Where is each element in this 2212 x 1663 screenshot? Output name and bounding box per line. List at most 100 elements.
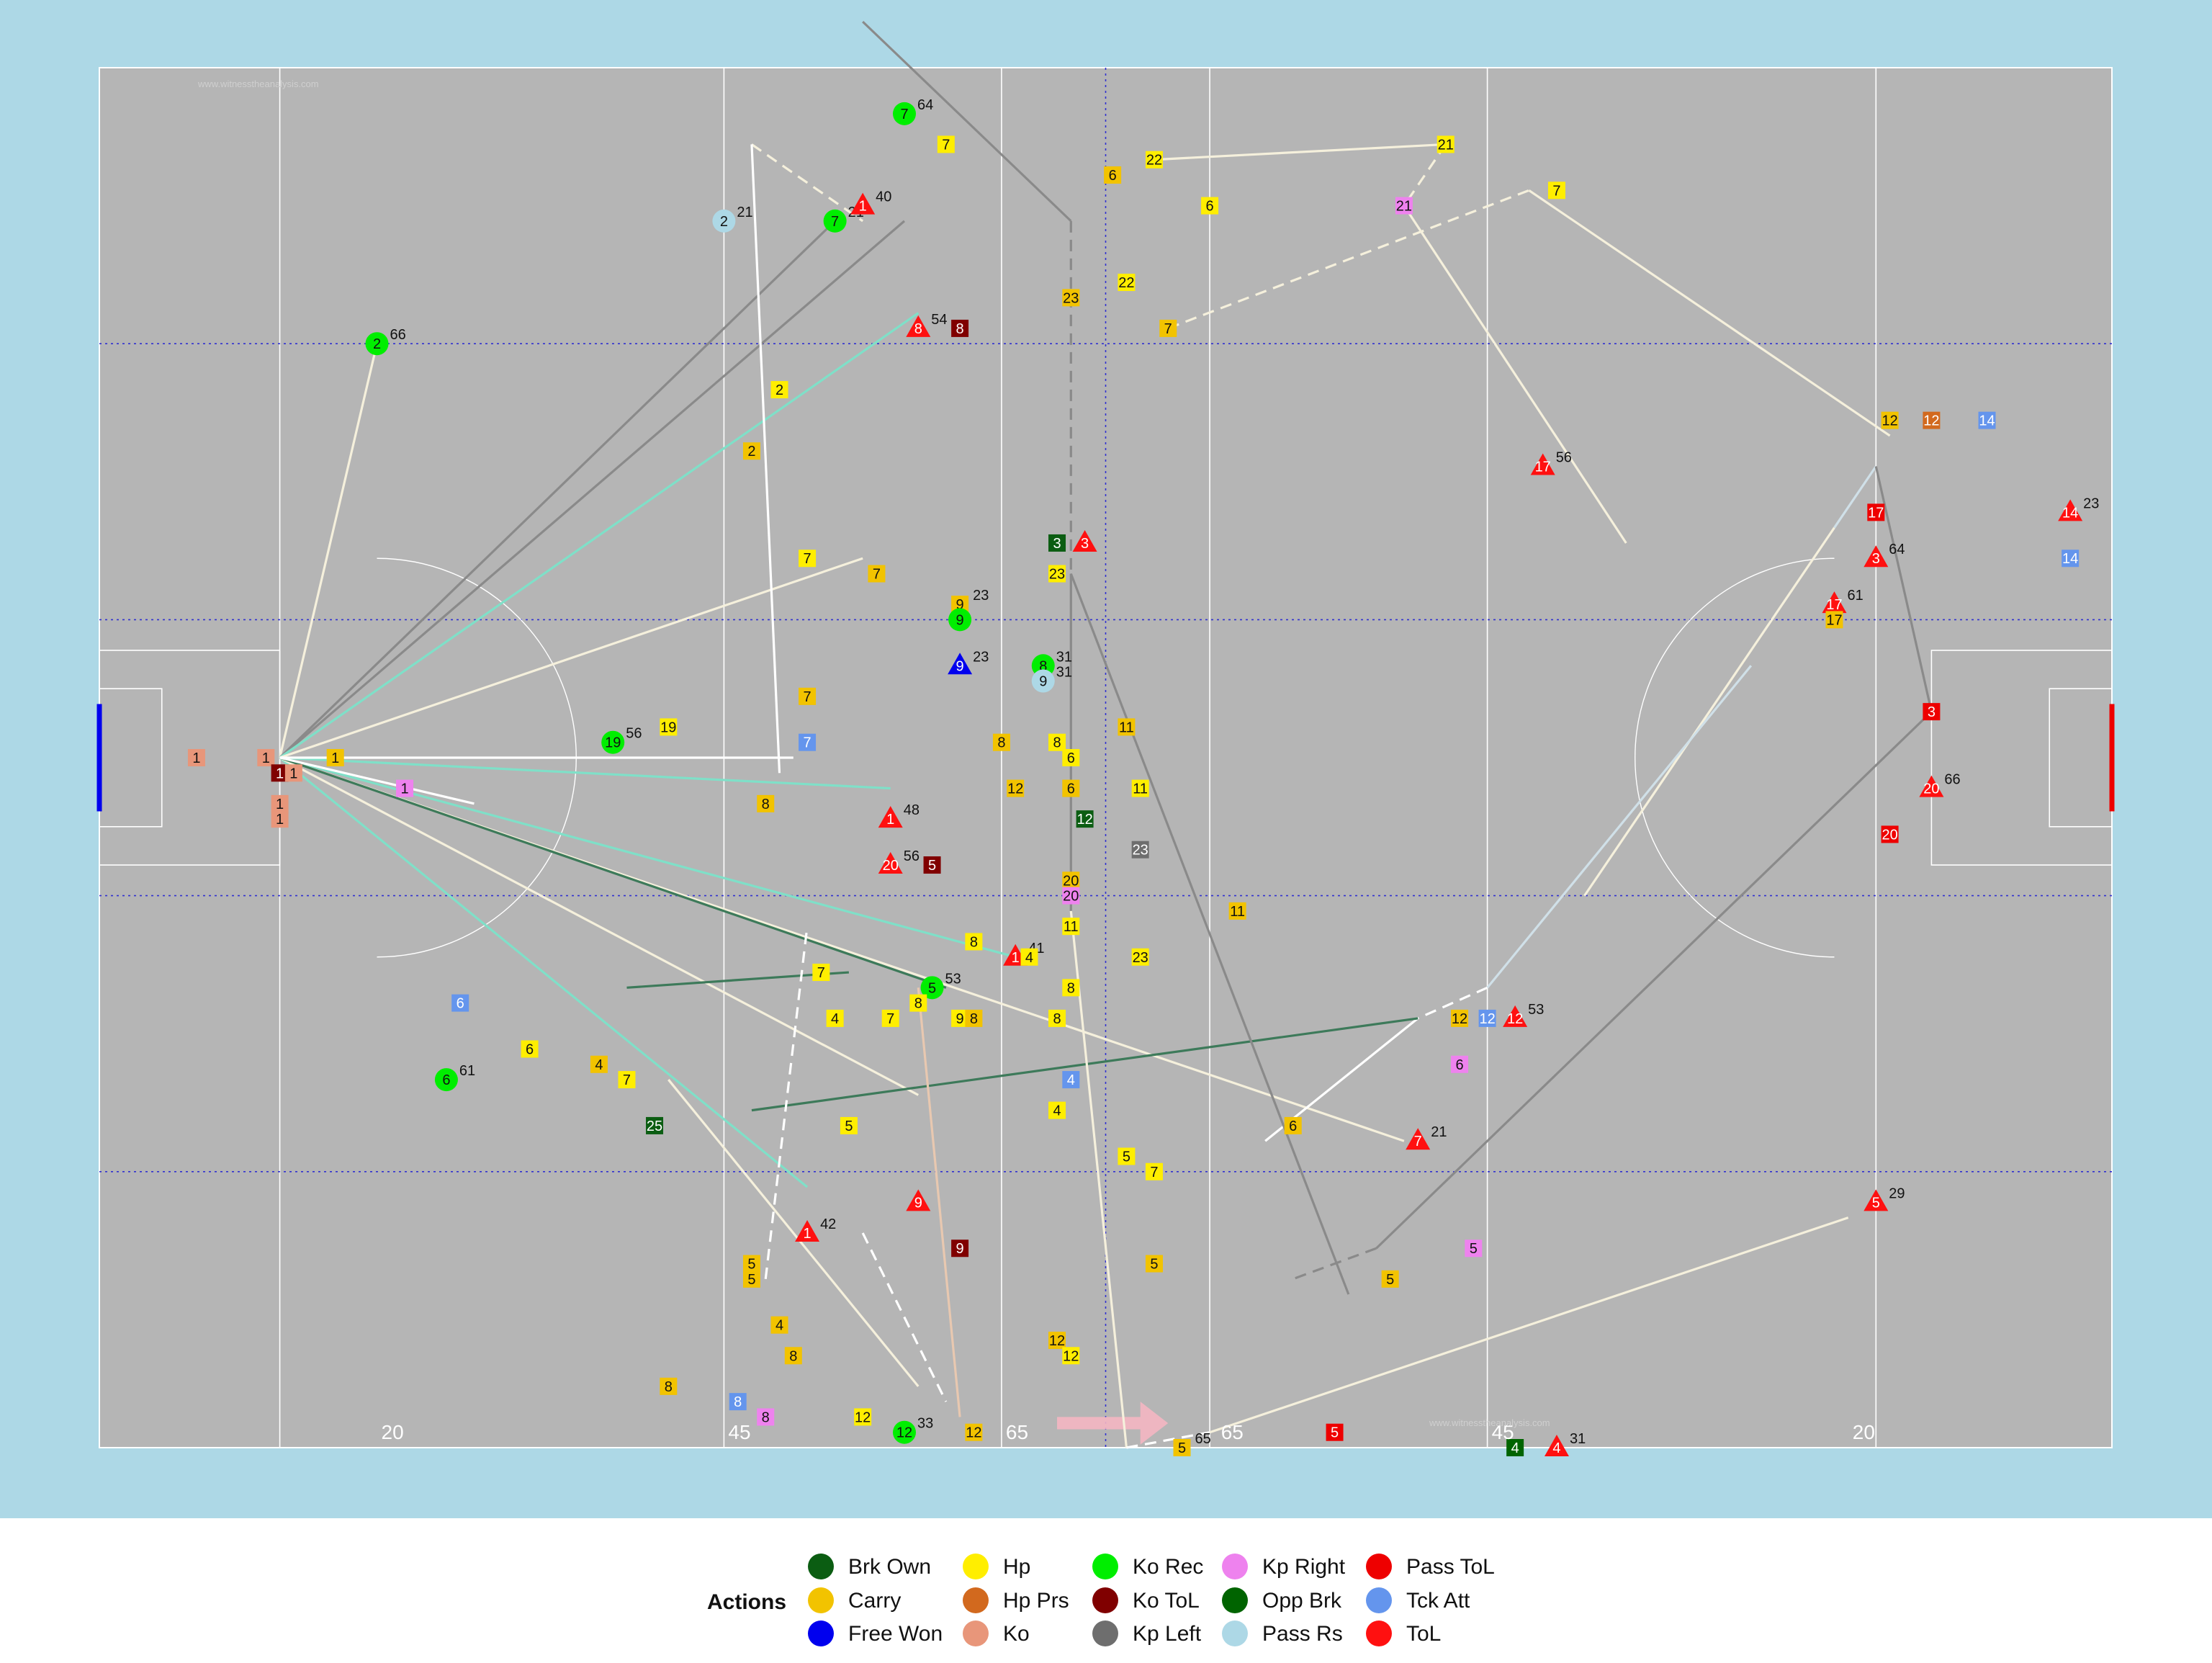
point-marker-square bbox=[451, 994, 469, 1012]
action-point: 2 bbox=[770, 381, 788, 399]
action-link bbox=[1154, 143, 1446, 161]
action-link bbox=[1583, 526, 1835, 897]
point-label: 4 bbox=[595, 1057, 603, 1073]
point-label: 8 bbox=[970, 934, 978, 950]
action-point: 1 bbox=[326, 749, 344, 766]
action-point: 5 bbox=[923, 856, 941, 874]
action-point: 17 bbox=[1867, 503, 1885, 521]
point-label: 6 bbox=[1067, 781, 1075, 797]
action-link bbox=[279, 312, 920, 759]
point-marker-square bbox=[770, 381, 788, 399]
point-label: 2 bbox=[747, 444, 755, 460]
action-point: 12 bbox=[1048, 1331, 1066, 1349]
point-marker-square bbox=[1007, 779, 1025, 797]
action-point: 6 61 bbox=[434, 1063, 475, 1092]
right-arc bbox=[1635, 557, 1835, 958]
point-marker-square bbox=[757, 1408, 775, 1426]
action-point: 8 bbox=[757, 1408, 775, 1426]
watermark-bottom: www.witnesstheanalysis.com bbox=[1429, 1417, 1550, 1428]
action-point: 8 bbox=[1062, 979, 1080, 997]
action-point: 6 bbox=[451, 994, 469, 1012]
action-point: 1 48 bbox=[878, 802, 920, 828]
action-link bbox=[279, 343, 379, 758]
action-point: 1 bbox=[271, 794, 289, 812]
action-point: 5 53 bbox=[920, 971, 961, 1000]
action-point: 8 bbox=[992, 733, 1010, 751]
point-label: 19 bbox=[605, 735, 621, 751]
point-label: 7 bbox=[804, 689, 811, 705]
action-point: 9 23 bbox=[948, 649, 989, 675]
action-point: 11 bbox=[1062, 918, 1080, 936]
action-point: 2 21 bbox=[712, 205, 753, 233]
action-point: 4 bbox=[1506, 1439, 1524, 1456]
point-marker-square bbox=[1381, 1270, 1399, 1288]
legend-label: Tck Att bbox=[1406, 1589, 1470, 1613]
point-label: 1 bbox=[262, 750, 270, 766]
action-point: 11 bbox=[1131, 779, 1149, 797]
action-point: 6 bbox=[521, 1040, 539, 1058]
point-marker-square bbox=[1118, 274, 1136, 292]
legend-item: Carry bbox=[808, 1587, 901, 1613]
point-marker-square bbox=[965, 933, 983, 951]
watermark-top: www.witnesstheanalysis.com bbox=[197, 79, 319, 89]
legend-label: Pass Rs bbox=[1262, 1622, 1343, 1646]
point-label: 6 bbox=[1206, 199, 1214, 215]
point-marker-square bbox=[784, 1347, 802, 1365]
point-label: 23 bbox=[1133, 950, 1148, 966]
point-marker-square bbox=[757, 794, 775, 812]
point-marker-circle bbox=[365, 332, 389, 356]
point-label: 5 bbox=[1470, 1241, 1478, 1257]
point-marker-triangle bbox=[1503, 1005, 1528, 1027]
action-point: 5 29 bbox=[1863, 1185, 1905, 1211]
point-label: 3 bbox=[1872, 551, 1880, 567]
point-marker-triangle bbox=[906, 315, 931, 337]
point-label: 9 bbox=[914, 1195, 922, 1211]
action-point: 7 bbox=[799, 687, 817, 705]
legend-label: Hp bbox=[1003, 1555, 1030, 1579]
point-note: 23 bbox=[973, 649, 989, 665]
point-label: 8 bbox=[970, 1011, 978, 1027]
point-marker-square bbox=[992, 733, 1010, 751]
point-label: 12 bbox=[1049, 1333, 1065, 1349]
action-point: 8 bbox=[784, 1347, 802, 1365]
point-note: 21 bbox=[1431, 1124, 1447, 1140]
point-marker-square bbox=[1062, 918, 1080, 936]
action-point: 9 bbox=[951, 1240, 969, 1258]
point-marker-square bbox=[1451, 1055, 1469, 1073]
point-label: 8 bbox=[1039, 658, 1047, 674]
action-link bbox=[764, 925, 809, 1280]
distance-label: 65 bbox=[1221, 1421, 1244, 1443]
point-label: 5 bbox=[845, 1119, 853, 1134]
action-point: 7 bbox=[799, 733, 817, 751]
distance-label: 20 bbox=[1853, 1421, 1875, 1443]
action-point: 5 bbox=[1381, 1270, 1399, 1288]
distance-labels: 20 45 65 65 45 20 bbox=[382, 1421, 1875, 1443]
legend-title: Actions bbox=[707, 1590, 786, 1614]
point-label: 7 bbox=[873, 567, 881, 583]
point-marker-square bbox=[646, 1116, 664, 1134]
point-marker-circle bbox=[1031, 669, 1055, 693]
legend-swatch bbox=[1222, 1587, 1248, 1613]
legend-label: Ko ToL bbox=[1133, 1589, 1200, 1613]
point-label: 6 bbox=[457, 996, 464, 1012]
point-label: 1 bbox=[331, 750, 339, 766]
point-marker-square bbox=[1881, 411, 1899, 429]
point-label: 11 bbox=[1064, 919, 1079, 935]
action-point: 11 bbox=[1228, 902, 1246, 920]
distance-label: 45 bbox=[1492, 1421, 1514, 1443]
legend-label: Hp Prs bbox=[1003, 1589, 1069, 1613]
action-point: 8 bbox=[965, 933, 983, 951]
action-point: 2 bbox=[742, 442, 760, 460]
action-point: 7 bbox=[1145, 1162, 1163, 1180]
action-point: 6 bbox=[1062, 779, 1080, 797]
action-link bbox=[751, 1017, 1419, 1112]
point-marker-square bbox=[1062, 871, 1080, 889]
action-point: 8 bbox=[909, 994, 927, 1012]
point-marker-triangle bbox=[1919, 775, 1944, 797]
point-marker-square bbox=[812, 964, 830, 982]
point-marker-square bbox=[840, 1116, 858, 1134]
action-link bbox=[1209, 1216, 1849, 1434]
point-label: 7 bbox=[1164, 321, 1172, 337]
point-label: 5 bbox=[1386, 1272, 1394, 1288]
